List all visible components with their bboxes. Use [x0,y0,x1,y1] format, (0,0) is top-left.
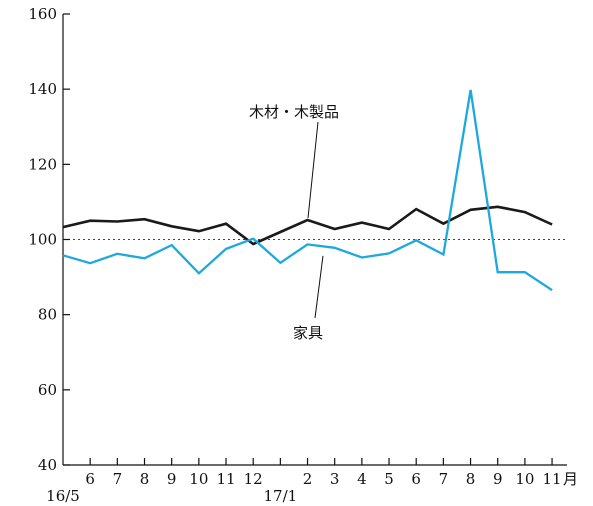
x-tick-label: 6 [411,470,421,488]
leader-line-wood [307,121,319,219]
x-year-label: 17/1 [264,487,298,505]
x-unit-label: 月 [563,470,578,488]
x-tick-label: 5 [384,470,394,488]
series-label-furniture: 家具 [293,324,323,342]
y-tick-label: 60 [38,381,57,399]
x-tick-label: 8 [140,470,150,488]
x-tick-label: 7 [113,470,123,488]
x-tick-label: 3 [330,470,340,488]
x-tick-label: 12 [244,470,263,488]
leader-line-furniture [314,255,324,319]
series-label-wood-products: 木材・木製品 [249,103,339,121]
x-tick-label: 10 [189,470,208,488]
x-tick-label: 7 [439,470,449,488]
x-tick-label: 11 [216,470,235,488]
x-tick-label: 11 [543,470,562,488]
y-tick-label: 120 [28,155,57,173]
x-tick-label: 4 [357,470,367,488]
x-tick-label: 8 [466,470,476,488]
series-line-wood-products [62,205,553,246]
y-tick-label: 80 [38,306,57,324]
y-tick-label: 160 [28,5,57,23]
series-lines [62,89,553,292]
y-tick-label: 100 [28,231,57,249]
x-tick-label: 9 [493,470,503,488]
y-tick-label: 140 [28,80,57,98]
series-line-furniture [62,89,553,292]
x-tick-label: 2 [303,470,313,488]
x-tick-label: 9 [167,470,177,488]
y-axis-ticks: 40 60 80 100 120 140 160 [28,5,70,474]
x-year-label: 16/5 [46,487,80,505]
x-tick-label: 10 [515,470,534,488]
y-tick-label: 40 [38,456,57,474]
x-tick-label: 6 [85,470,95,488]
